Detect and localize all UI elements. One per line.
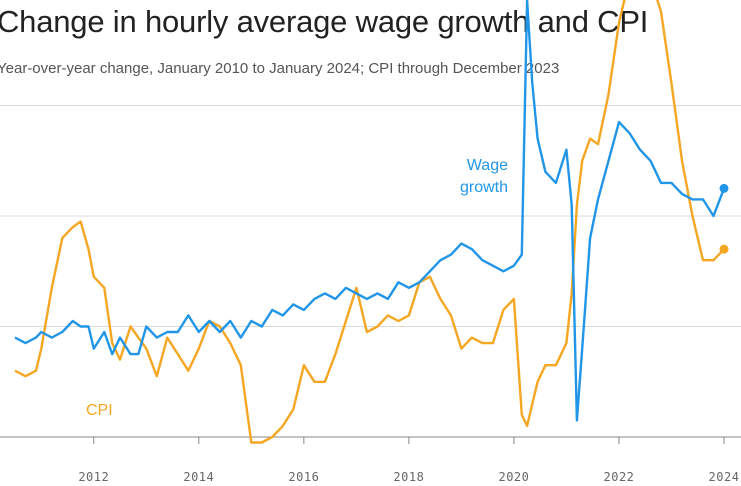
series-lines xyxy=(14,0,729,444)
x-tick-label: 2014 xyxy=(183,470,214,484)
cpi-line xyxy=(14,0,725,444)
wage-growth-label-line2: growth xyxy=(460,179,508,196)
wage-growth-label: Wage xyxy=(467,157,508,174)
chart-subtitle: Year-over-year change, January 2010 to J… xyxy=(0,60,560,77)
wage-growth-line xyxy=(14,0,726,422)
x-tick-label: 2012 xyxy=(78,470,109,484)
series-labels: Wage growth CPI xyxy=(86,157,508,419)
gridlines xyxy=(0,105,741,438)
x-tick-label: 2024 xyxy=(709,470,740,484)
chart-title: Change in hourly average wage growth and… xyxy=(0,4,649,39)
x-tick-label: 2016 xyxy=(288,470,319,484)
x-tick-label: 2020 xyxy=(498,470,529,484)
cpi-label: CPI xyxy=(86,402,113,419)
wage-growth-endpoint xyxy=(719,183,729,193)
x-tick-label: 2018 xyxy=(393,470,424,484)
cpi-endpoint xyxy=(719,244,729,254)
x-axis: 2012 2014 2016 2018 2020 2022 2024 xyxy=(0,436,741,484)
x-tick-label: 2022 xyxy=(604,470,635,484)
